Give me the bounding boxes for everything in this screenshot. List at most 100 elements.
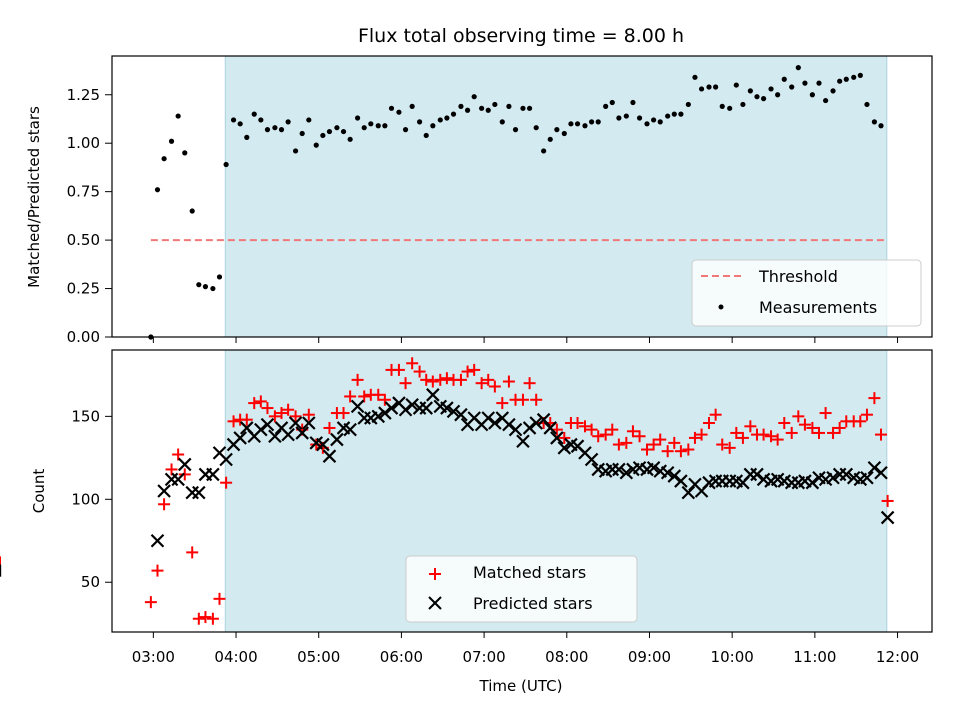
- predicted-star-point: [302, 416, 316, 430]
- predicted-star-point: [322, 449, 337, 463]
- predicted-star-point: [536, 412, 551, 427]
- x-tick-label: 03:00: [132, 648, 175, 666]
- measurement-point: [375, 123, 381, 129]
- matched-star-point: [426, 375, 439, 388]
- matched-star-point: [468, 363, 481, 376]
- top-y-tick-label: 0.50: [67, 231, 100, 249]
- predicted-star-point: [750, 467, 764, 482]
- matched-star-point: [220, 476, 233, 489]
- measurement-point: [306, 117, 312, 123]
- measurement-point: [320, 132, 326, 139]
- matched-star-point: [248, 397, 261, 410]
- matched-star-point: [778, 416, 791, 429]
- measurement-point: [272, 125, 278, 131]
- matched-star-point: [302, 408, 315, 421]
- matched-star-point: [599, 428, 612, 441]
- x-axis-label: Time (UTC): [479, 677, 563, 695]
- matched-star-point: [695, 428, 708, 441]
- measurement-point: [830, 88, 836, 94]
- matched-star-point: [392, 363, 405, 376]
- predicted-star-point: [350, 399, 365, 414]
- top-panel: 0.00 0.25 0.50 0.75 1.00 1.25 Matched/Predict…: [25, 55, 933, 346]
- legend-matched-swatch: [429, 568, 441, 580]
- measurement-point: [264, 127, 271, 133]
- measurement-point: [196, 282, 202, 288]
- x-tick-label: 04:00: [214, 648, 257, 666]
- matched-star-point: [709, 408, 722, 421]
- predicted-star-point: [330, 432, 344, 447]
- measurement-point: [871, 119, 877, 125]
- measurement-point: [492, 101, 498, 108]
- measurement-point: [485, 107, 491, 113]
- measurement-point: [285, 119, 291, 125]
- matched-star-point: [199, 611, 212, 624]
- measurement-point: [857, 72, 863, 78]
- predicted-star-point: [233, 431, 247, 445]
- measurement-point: [747, 88, 753, 94]
- matched-star-point: [716, 438, 729, 451]
- matched-star-point: [592, 430, 605, 443]
- x-tick-label: 09:00: [628, 648, 671, 666]
- matched-star-point: [633, 430, 646, 443]
- predicted-star-point: [419, 401, 433, 415]
- x-tick-label: 06:00: [380, 648, 423, 666]
- measurement-point: [450, 111, 457, 117]
- measurement-point: [864, 101, 870, 108]
- matched-star-point: [275, 407, 288, 420]
- measurement-point: [561, 130, 567, 137]
- predicted-star-point: [371, 409, 386, 424]
- top-legend-box: [691, 259, 922, 327]
- matched-star-point: [144, 596, 157, 609]
- matched-star-point: [358, 390, 371, 403]
- matched-star-point: [323, 421, 336, 434]
- measurement-point: [843, 76, 849, 82]
- measurement-point: [809, 92, 815, 98]
- measurement-point: [458, 103, 464, 109]
- measurement-point: [382, 123, 388, 129]
- measurement-point: [396, 109, 402, 115]
- predicted-star-point: [378, 406, 392, 420]
- measurement-point: [499, 119, 505, 125]
- predicted-star-point: [667, 469, 682, 483]
- bottom-x-axis: 03:00 04:00 05:00 06:00 07:00 08:00 09:00 10:00…: [132, 632, 919, 666]
- measurement-point: [719, 103, 725, 109]
- predicted-star-point: [398, 402, 413, 417]
- top-y-tick-label: 0.75: [67, 183, 100, 201]
- predicted-star-point: [681, 485, 696, 500]
- matched-star-point: [420, 373, 433, 386]
- matched-star-point: [192, 612, 205, 625]
- measurement-point: [444, 115, 450, 121]
- matched-star-point: [833, 421, 846, 434]
- matched-star-point: [868, 392, 881, 405]
- predicted-star-point: [508, 422, 523, 437]
- measurement-point: [388, 105, 395, 111]
- matched-star-point: [703, 416, 716, 429]
- measurement-point: [313, 142, 319, 148]
- predicted-star-point: [874, 465, 888, 480]
- predicted-star-point: [288, 416, 303, 430]
- measurement-point: [161, 156, 167, 162]
- measurement-point: [278, 127, 285, 133]
- matched-star-point: [227, 415, 240, 428]
- predicted-star-point: [157, 484, 171, 498]
- measurement-point: [574, 121, 581, 127]
- predicted-star-point: [405, 397, 419, 412]
- measurement-point: [430, 123, 436, 129]
- predicted-star-point: [343, 422, 357, 437]
- measurement-point: [437, 117, 443, 123]
- measurement-point: [768, 86, 774, 92]
- matched-star-point: [771, 433, 784, 446]
- predicted-star-point: [454, 407, 468, 422]
- measurement-point: [334, 125, 340, 131]
- predicted-star-point: [543, 421, 558, 435]
- measurement-point: [512, 127, 519, 133]
- matched-star-point: [875, 428, 888, 441]
- measurement-point: [547, 136, 553, 142]
- predicted-star-point: [612, 462, 626, 477]
- predicted-star-point: [584, 452, 599, 467]
- predicted-star-point: [192, 485, 206, 500]
- matched-star-point: [516, 393, 529, 406]
- predicted-star-point: [260, 417, 275, 432]
- measurement-point: [692, 74, 698, 80]
- matched-star-point: [261, 402, 274, 415]
